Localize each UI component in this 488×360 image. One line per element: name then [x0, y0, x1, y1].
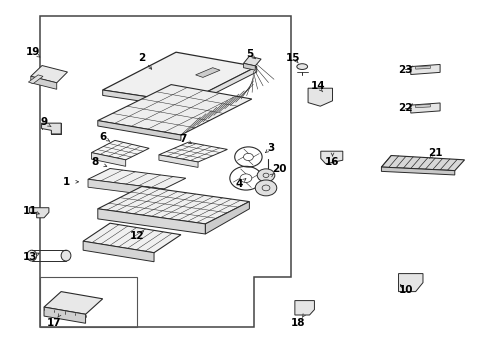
Polygon shape [102, 90, 185, 108]
Text: 15: 15 [285, 53, 300, 63]
Polygon shape [415, 66, 429, 69]
Text: 6: 6 [99, 132, 106, 142]
Polygon shape [185, 67, 256, 108]
Ellipse shape [27, 250, 37, 261]
Polygon shape [195, 68, 220, 77]
Ellipse shape [296, 64, 307, 69]
Polygon shape [415, 104, 429, 108]
Circle shape [255, 180, 276, 196]
Text: 21: 21 [427, 148, 442, 158]
Bar [70, 311, 75, 313]
Polygon shape [320, 151, 342, 164]
Polygon shape [44, 292, 102, 314]
Text: 17: 17 [46, 318, 61, 328]
Text: 8: 8 [92, 157, 99, 167]
Polygon shape [381, 156, 464, 171]
Polygon shape [98, 209, 205, 234]
Text: 14: 14 [310, 81, 325, 91]
Polygon shape [243, 63, 255, 70]
Polygon shape [307, 88, 332, 106]
Polygon shape [83, 223, 181, 253]
Text: 3: 3 [267, 143, 274, 153]
Bar [52, 307, 57, 309]
Polygon shape [243, 56, 261, 66]
Polygon shape [28, 75, 43, 84]
Text: 18: 18 [290, 318, 305, 328]
Text: 12: 12 [129, 231, 144, 241]
Polygon shape [98, 186, 249, 224]
Polygon shape [98, 121, 181, 140]
Polygon shape [102, 52, 256, 103]
Polygon shape [91, 153, 125, 166]
Polygon shape [88, 179, 163, 197]
Text: 1: 1 [62, 177, 69, 187]
Text: 5: 5 [245, 49, 252, 59]
Polygon shape [398, 274, 422, 292]
Polygon shape [381, 167, 454, 175]
Polygon shape [88, 168, 185, 189]
Bar [76, 312, 81, 314]
Polygon shape [91, 140, 149, 160]
Polygon shape [205, 202, 249, 234]
Polygon shape [159, 155, 198, 167]
Polygon shape [29, 208, 49, 218]
Text: 9: 9 [41, 117, 47, 127]
Polygon shape [41, 123, 61, 134]
Text: 13: 13 [23, 252, 38, 262]
Text: 20: 20 [272, 164, 286, 174]
Polygon shape [410, 103, 439, 113]
Bar [64, 310, 69, 312]
Polygon shape [31, 76, 57, 89]
Text: 22: 22 [398, 103, 412, 113]
Polygon shape [31, 66, 67, 83]
Text: 2: 2 [138, 53, 145, 63]
Polygon shape [294, 301, 314, 315]
Polygon shape [98, 85, 251, 135]
Polygon shape [410, 64, 439, 75]
Text: 10: 10 [398, 285, 412, 295]
Text: 11: 11 [23, 206, 38, 216]
Text: 19: 19 [26, 47, 41, 57]
Ellipse shape [61, 250, 71, 261]
Text: 16: 16 [325, 157, 339, 167]
Bar [46, 306, 51, 308]
Circle shape [257, 169, 274, 182]
Polygon shape [44, 307, 85, 323]
Polygon shape [159, 142, 227, 162]
Text: 23: 23 [398, 65, 412, 75]
Bar [58, 309, 63, 311]
Text: 4: 4 [235, 179, 243, 189]
Text: 7: 7 [179, 134, 187, 144]
Polygon shape [83, 241, 154, 262]
